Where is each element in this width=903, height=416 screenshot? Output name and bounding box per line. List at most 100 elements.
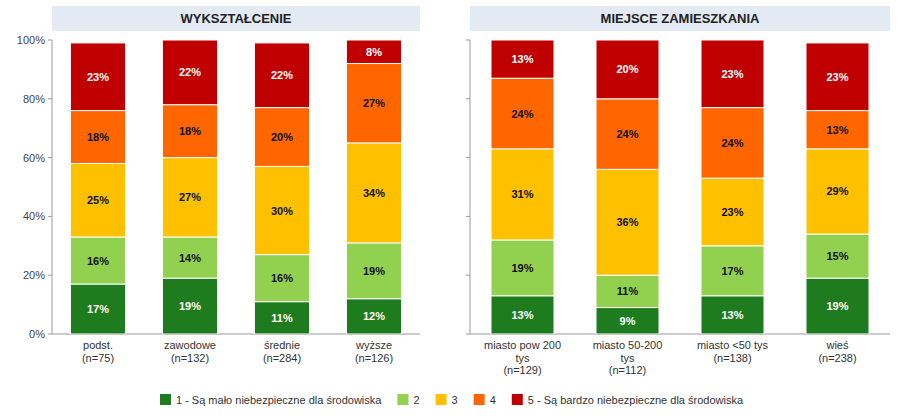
data-label: 13% xyxy=(511,309,533,321)
legend-item: 2 xyxy=(397,394,419,406)
data-label: 24% xyxy=(616,128,638,140)
bar-segment: 4 xyxy=(70,111,125,164)
data-label: 20% xyxy=(271,131,293,143)
legend-label: 2 xyxy=(413,394,419,406)
x-tick-label-line: (n=126) xyxy=(355,352,393,364)
data-label: 22% xyxy=(179,66,201,78)
y-tick xyxy=(48,275,52,276)
legend: 1 - Są mało niebezpieczne dla środowiska… xyxy=(160,394,744,406)
bar-segment: 3 xyxy=(254,166,309,254)
bar-segment: 5 - Są bardzo niebezpieczne dla środowis… xyxy=(806,43,869,111)
data-label: 24% xyxy=(721,137,743,149)
data-label: 29% xyxy=(826,185,848,197)
data-label: 23% xyxy=(87,71,109,83)
y-tick-label: 0% xyxy=(29,328,45,340)
x-tick-label: miasto 50-200tys(n=112) xyxy=(593,339,663,376)
legend-label: 3 xyxy=(452,394,458,406)
bar-segment: 5 - Są bardzo niebezpieczne dla środowis… xyxy=(491,40,554,78)
data-label: 24% xyxy=(511,108,533,120)
data-label: 23% xyxy=(721,68,743,80)
bar-segment: 3 xyxy=(491,149,554,240)
data-label: 12% xyxy=(363,310,385,322)
bar-segment: 2 xyxy=(596,275,659,307)
bar-segment: 5 - Są bardzo niebezpieczne dla środowis… xyxy=(346,40,401,64)
data-label: 17% xyxy=(87,303,109,315)
x-tick-label: miasto pow 200tys(n=129) xyxy=(484,339,561,376)
bar-segment: 2 xyxy=(254,255,309,302)
bar-segment: 1 - Są mało niebezpieczne dla środowiska xyxy=(701,296,764,334)
title: WYKSZTAŁCENIE xyxy=(181,11,292,26)
y-tick-label: 40% xyxy=(23,210,45,222)
bar-segment: 1 - Są mało niebezpieczne dla środowiska xyxy=(491,296,554,334)
data-label: 16% xyxy=(87,255,109,267)
x-tick-label-line: podst. xyxy=(83,339,113,351)
bar-segment: 1 - Są mało niebezpieczne dla środowiska xyxy=(596,308,659,334)
bar-segment: 2 xyxy=(162,237,217,278)
data-label: 19% xyxy=(511,262,533,274)
bar-segment: 2 xyxy=(346,243,401,299)
legend-item: 1 - Są mało niebezpieczne dla środowiska xyxy=(160,394,382,406)
bar-segment: 5 - Są bardzo niebezpieczne dla środowis… xyxy=(162,40,217,105)
legend-label: 4 xyxy=(490,394,496,406)
y-tick-label: 60% xyxy=(23,152,45,164)
x-tick-label-line: miasto <50 tys xyxy=(697,339,769,351)
bar-segment: 4 xyxy=(806,111,869,149)
title: MIEJSCE ZAMIESZKANIA xyxy=(601,11,761,26)
panel: MIEJSCE ZAMIESZKANIA 1 - Są mało niebezpi… xyxy=(466,6,890,376)
bar-segment: 4 xyxy=(701,108,764,179)
x-tick-label-line: (n=112) xyxy=(609,364,646,376)
x-tick-label: średnie(n=284) xyxy=(263,339,301,364)
data-label: 23% xyxy=(826,71,848,83)
bar-segment: 5 - Są bardzo niebezpieczne dla środowis… xyxy=(254,43,309,108)
x-tick-label-line: (n=238) xyxy=(818,352,856,364)
bar-segment: 1 - Są mało niebezpieczne dla środowiska xyxy=(254,302,309,334)
data-label: 23% xyxy=(721,206,743,218)
data-label: 25% xyxy=(87,194,109,206)
data-label: 13% xyxy=(826,124,848,136)
data-label: 15% xyxy=(826,250,848,262)
bar-segment: 5 - Są bardzo niebezpieczne dla środowis… xyxy=(701,40,764,108)
bar-segment: 1 - Są mało niebezpieczne dla środowiska xyxy=(346,299,401,334)
y-tick xyxy=(466,216,470,217)
data-label: 20% xyxy=(616,63,638,75)
data-label: 13% xyxy=(511,53,533,65)
x-tick-label-line: (n=132) xyxy=(171,352,209,364)
x-tick-label-line: średnie xyxy=(264,339,300,351)
legend-item: 5 - Są bardzo niebezpieczne dla środowis… xyxy=(512,394,744,406)
bar-segment: 2 xyxy=(70,237,125,284)
legend-item: 3 xyxy=(436,394,458,406)
x-tick-label-line: (n=129) xyxy=(503,364,541,376)
bar-segment: 4 xyxy=(596,99,659,170)
legend-swatch xyxy=(160,394,171,405)
x-tick-label: zawodowe(n=132) xyxy=(164,339,216,364)
x-tick-label-line: wieś xyxy=(825,339,849,351)
panel: WYKSZTAŁCENIE0%20%40%60%80%100%1 - Są ma… xyxy=(17,6,420,364)
x-tick-label-line: (n=75) xyxy=(82,352,114,364)
bars: 1 - Są mało niebezpieczne dla środowiska… xyxy=(70,40,401,334)
y-tick xyxy=(48,334,52,335)
data-label: 27% xyxy=(363,97,385,109)
bar-segment: 4 xyxy=(346,64,401,143)
bar-segment: 5 - Są bardzo niebezpieczne dla środowis… xyxy=(596,40,659,99)
title-box xyxy=(52,6,420,31)
data-label: 9% xyxy=(620,315,636,327)
legend-swatch xyxy=(474,394,485,405)
y-tick xyxy=(466,275,470,276)
bar-segment: 4 xyxy=(162,105,217,158)
bar-segment: 1 - Są mało niebezpieczne dla środowiska xyxy=(162,278,217,334)
bar-segment: 4 xyxy=(254,108,309,167)
legend-swatch xyxy=(512,394,523,405)
bar-segment: 3 xyxy=(806,149,869,234)
data-label: 18% xyxy=(179,125,201,137)
data-label: 31% xyxy=(511,188,533,200)
x-tick-label-line: miasto 50-200 xyxy=(593,339,663,351)
y-tick xyxy=(466,40,470,41)
data-label: 19% xyxy=(826,300,848,312)
bar-segment: 3 xyxy=(701,178,764,246)
data-label: 19% xyxy=(179,300,201,312)
legend-swatch xyxy=(436,394,447,405)
x-tick-label-line: miasto pow 200 xyxy=(484,339,561,351)
x-tick-label: wieś(n=238) xyxy=(818,339,856,364)
x-tick-label: miasto <50 tys(n=138) xyxy=(697,339,769,364)
data-labels: 13%19%31%24%13%9%11%36%24%20%13%17%23%24… xyxy=(511,53,848,327)
